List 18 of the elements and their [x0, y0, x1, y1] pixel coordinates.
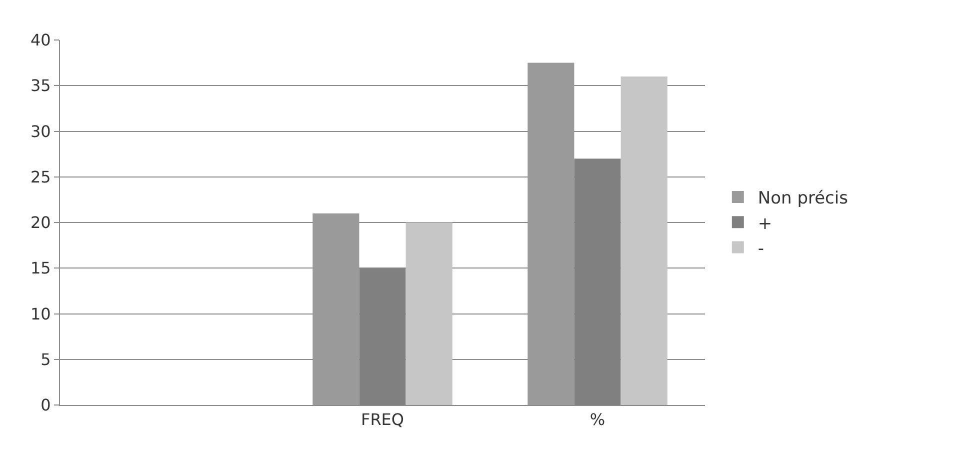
- bar: [406, 222, 452, 405]
- x-tick-label: FREQ: [360, 410, 404, 430]
- y-tick-label: 5: [40, 350, 51, 369]
- legend-label: Non précis: [758, 188, 848, 209]
- y-tick-label: 40: [30, 30, 51, 50]
- bar: [620, 76, 668, 405]
- y-tick-label: 30: [30, 122, 51, 141]
- legend-label: -: [758, 238, 764, 259]
- bar: [312, 213, 360, 405]
- y-tick-label: 15: [30, 258, 51, 278]
- x-tick-label: %: [590, 410, 606, 430]
- y-tick-label: 35: [30, 76, 51, 96]
- y-tick-label: 20: [30, 213, 51, 232]
- y-tick-label: 0: [40, 396, 51, 415]
- y-tick-label: 25: [30, 167, 51, 186]
- bar: [528, 62, 574, 405]
- y-tick-label: 10: [30, 304, 51, 324]
- legend-label: +: [758, 214, 772, 234]
